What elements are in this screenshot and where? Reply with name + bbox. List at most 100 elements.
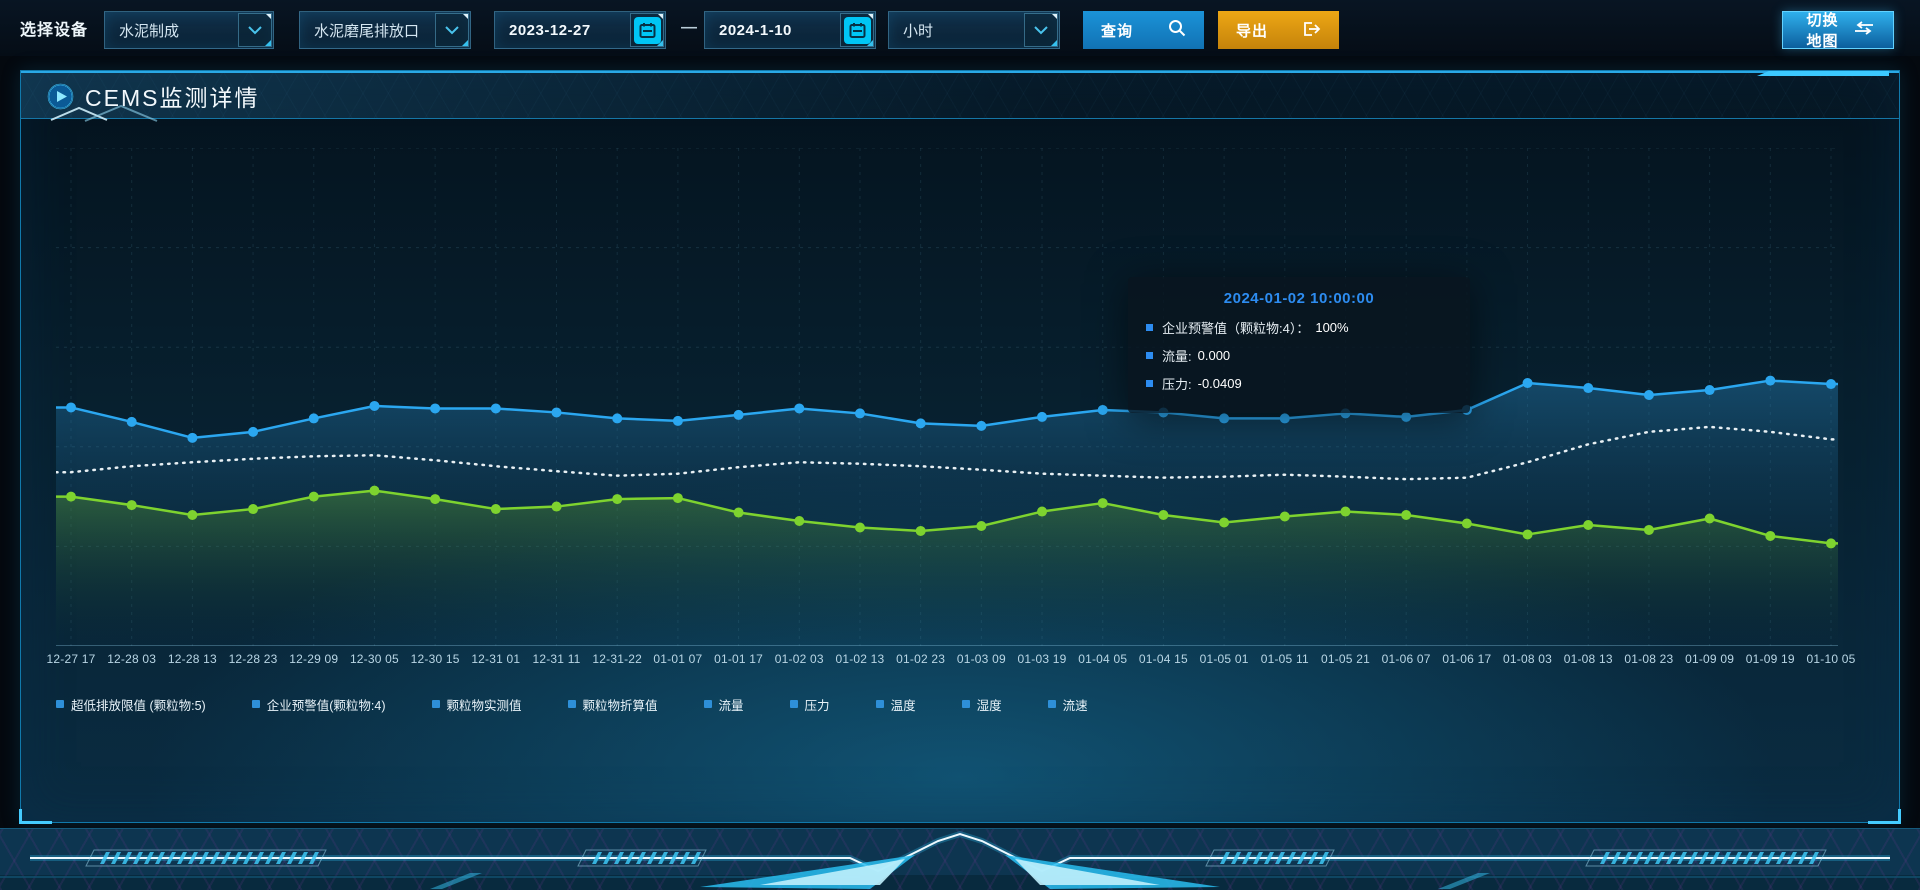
header-accent-bar <box>1757 71 1889 76</box>
device-select-label: 选择设备 <box>20 22 89 39</box>
x-axis-label: 01-03 19 <box>1017 652 1067 666</box>
cems-chart-svg <box>54 147 1840 646</box>
legend-item[interactable]: 企业预警值(颗粒物:4) <box>251 695 386 714</box>
x-axis-label: 01-04 05 <box>1078 652 1128 666</box>
legend-item-label: 超低排放限值 (颗粒物:5) <box>71 698 206 713</box>
outlet-select-value: 水泥磨尾排放口 <box>314 22 420 40</box>
legend-item[interactable]: 超低排放限值 (颗粒物:5) <box>56 695 206 714</box>
x-axis-label: 12-28 03 <box>107 652 157 666</box>
chart-tooltip: 2024-01-02 10:00:00 企业预警值（颗粒物:4）： 100% 流… <box>1128 277 1470 413</box>
legend-marker-icon <box>56 700 64 708</box>
chevron-down-icon <box>435 13 469 47</box>
calendar-icon <box>840 13 874 47</box>
legend-marker-icon <box>789 700 798 708</box>
series-marker-icon <box>1146 380 1153 387</box>
legend-item-label: 流速 <box>1062 698 1088 713</box>
start-date-value: 2023-12-27 <box>509 21 591 39</box>
cems-detail-panel: CEMS监测详情 12-27 17 12-28 03 12-28 13 12-28 2… <box>19 70 1901 824</box>
legend-item-label: 湿度 <box>976 698 1002 713</box>
legend-item-label: 流量 <box>718 698 744 713</box>
outlet-select[interactable]: 水泥磨尾排放口 <box>299 11 471 49</box>
legend-marker-icon <box>251 700 260 708</box>
x-axis-label: 12-31 01 <box>471 652 521 666</box>
start-date-picker[interactable]: 2023-12-27 <box>494 11 666 49</box>
legend-item[interactable]: 温度 <box>875 695 916 714</box>
play-icon <box>47 83 74 115</box>
x-axis-label: 12-28 23 <box>228 652 278 666</box>
panel-header: CEMS监测详情 <box>21 71 1899 122</box>
x-axis-label: 01-09 19 <box>1745 652 1795 666</box>
tooltip-row: 企业预警值（颗粒物:4）： 100% <box>1146 318 1452 337</box>
x-axis-label: 12-31 11 <box>532 652 581 666</box>
x-axis-label: 01-01 07 <box>653 652 703 666</box>
export-button[interactable]: 导出 <box>1218 11 1339 49</box>
legend-item[interactable]: 流量 <box>703 695 744 714</box>
x-axis-label: 01-06 17 <box>1442 652 1492 666</box>
legend-item[interactable]: 湿度 <box>961 695 1002 714</box>
x-axis-label: 01-08 23 <box>1624 652 1674 666</box>
legend-item[interactable]: 颗粒物实测值 <box>431 695 522 714</box>
x-axis-label: 01-02 03 <box>774 652 824 666</box>
legend-marker-icon <box>431 700 440 708</box>
export-button-label: 导出 <box>1236 22 1269 40</box>
tooltip-row: 流量: 0.000 <box>1146 346 1452 365</box>
legend-marker-icon <box>961 700 970 708</box>
series-marker-icon <box>1146 324 1153 331</box>
x-axis-label: 01-09 09 <box>1685 652 1735 666</box>
legend-item[interactable]: 颗粒物折算值 <box>567 695 658 714</box>
legend-item-label: 颗粒物折算值 <box>582 698 658 713</box>
x-axis-label: 01-08 03 <box>1503 652 1553 666</box>
device-type-select[interactable]: 水泥制成 <box>104 11 274 49</box>
legend-marker-icon <box>875 700 884 708</box>
tooltip-row: 压力: -0.0409 <box>1146 374 1452 393</box>
x-axis-label: 01-06 07 <box>1381 652 1431 666</box>
x-axis-label: 01-04 15 <box>1138 652 1188 666</box>
x-axis-label: 12-31-22 <box>592 652 643 666</box>
device-type-select-value: 水泥制成 <box>119 22 180 40</box>
legend-marker-icon <box>1047 700 1056 708</box>
x-axis-label: 01-03 09 <box>956 652 1006 666</box>
footer-decoration <box>0 828 1920 890</box>
query-button[interactable]: 查询 <box>1083 11 1204 49</box>
legend-item-label: 压力 <box>804 698 830 713</box>
x-axis-label: 01-05 21 <box>1320 652 1370 666</box>
x-axis-label: 12-30 15 <box>410 652 460 666</box>
header-zigzag-decoration <box>49 104 199 127</box>
x-axis-label: 01-05 11 <box>1260 652 1309 666</box>
switch-map-button-label: 切换地图 <box>1806 12 1839 50</box>
calendar-icon <box>630 13 664 47</box>
legend-item-label: 颗粒物实测值 <box>446 698 522 713</box>
x-axis-label: 01-01 17 <box>714 652 764 666</box>
chevron-down-icon <box>238 13 272 47</box>
x-axis-label: 12-29 09 <box>289 652 339 666</box>
legend-item-label: 企业预警值(颗粒物:4) <box>266 698 386 713</box>
x-axis-label: 01-02 23 <box>896 652 946 666</box>
legend-item-label: 温度 <box>890 698 916 713</box>
export-icon <box>1301 20 1321 41</box>
swap-arrows-icon <box>1853 21 1875 39</box>
interval-select-value: 小时 <box>903 22 934 40</box>
search-icon <box>1168 19 1186 41</box>
chart-legend: 超低排放限值 (颗粒物:5) 企业预警值(颗粒物:4) 颗粒物实测值 颗粒物折算值 流量… <box>56 695 1088 713</box>
x-axis-label: 01-08 13 <box>1563 652 1613 666</box>
interval-select[interactable]: 小时 <box>888 11 1060 49</box>
x-axis-label: 01-05 01 <box>1199 652 1249 666</box>
query-button-label: 查询 <box>1101 22 1134 40</box>
chevron-down-icon <box>1024 13 1058 47</box>
cems-line-chart[interactable] <box>54 147 1840 646</box>
end-date-value: 2024-1-10 <box>719 21 792 39</box>
footer-decoration-svg <box>0 830 1920 889</box>
legend-item[interactable]: 流速 <box>1047 695 1088 714</box>
end-date-picker[interactable]: 2024-1-10 <box>704 11 876 49</box>
date-range-separator: — <box>681 19 697 36</box>
series-marker-icon <box>1146 352 1153 359</box>
x-axis-label: 12-30 05 <box>349 652 399 666</box>
switch-map-button[interactable]: 切换地图 <box>1782 11 1894 50</box>
legend-item[interactable]: 压力 <box>789 695 830 714</box>
x-axis-label: 01-02 13 <box>835 652 885 666</box>
x-axis-label: 01-10 05 <box>1806 652 1856 666</box>
top-toolbar: 选择设备 水泥制成 水泥磨尾排放口 2023-12-27 — 2024- <box>0 0 1920 56</box>
x-axis-label: 12-28 13 <box>167 652 217 666</box>
x-axis-label: 12-27 17 <box>46 652 96 666</box>
x-axis-labels: 12-27 17 12-28 03 12-28 13 12-28 23 12-29 09… <box>47 652 1856 668</box>
